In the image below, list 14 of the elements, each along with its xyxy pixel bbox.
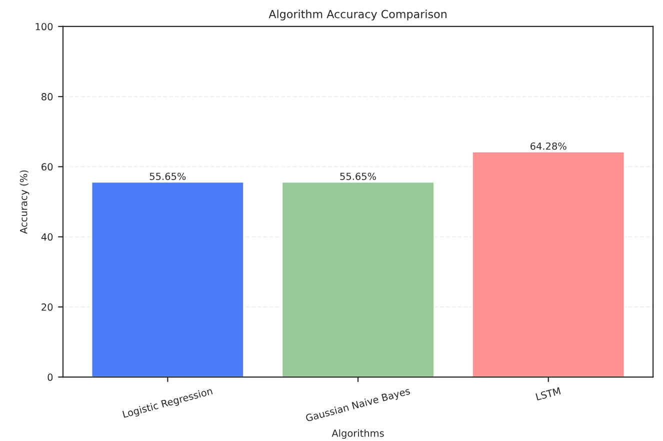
data-label: 55.65% bbox=[150, 172, 186, 180]
y-tick-label: 100 bbox=[36, 22, 53, 30]
chart-title: Algorithm Accuracy Comparison bbox=[268, 10, 446, 20]
y-axis-title: Accuracy (%) bbox=[20, 170, 30, 234]
y-tick-label: 40 bbox=[41, 233, 53, 241]
y-tick-label: 60 bbox=[42, 163, 53, 171]
data-label: 55.65% bbox=[340, 172, 376, 180]
data-label: 64.28% bbox=[530, 142, 566, 150]
x-axis-title: Algorithms bbox=[332, 429, 384, 439]
x-tick-label: Gaussian Naive Bayes bbox=[305, 386, 411, 424]
y-tick-label: 20 bbox=[42, 303, 53, 311]
y-tick-label: 80 bbox=[42, 93, 53, 100]
x-tick-label: LSTM bbox=[536, 387, 561, 401]
y-tick-label: 0 bbox=[48, 374, 53, 381]
